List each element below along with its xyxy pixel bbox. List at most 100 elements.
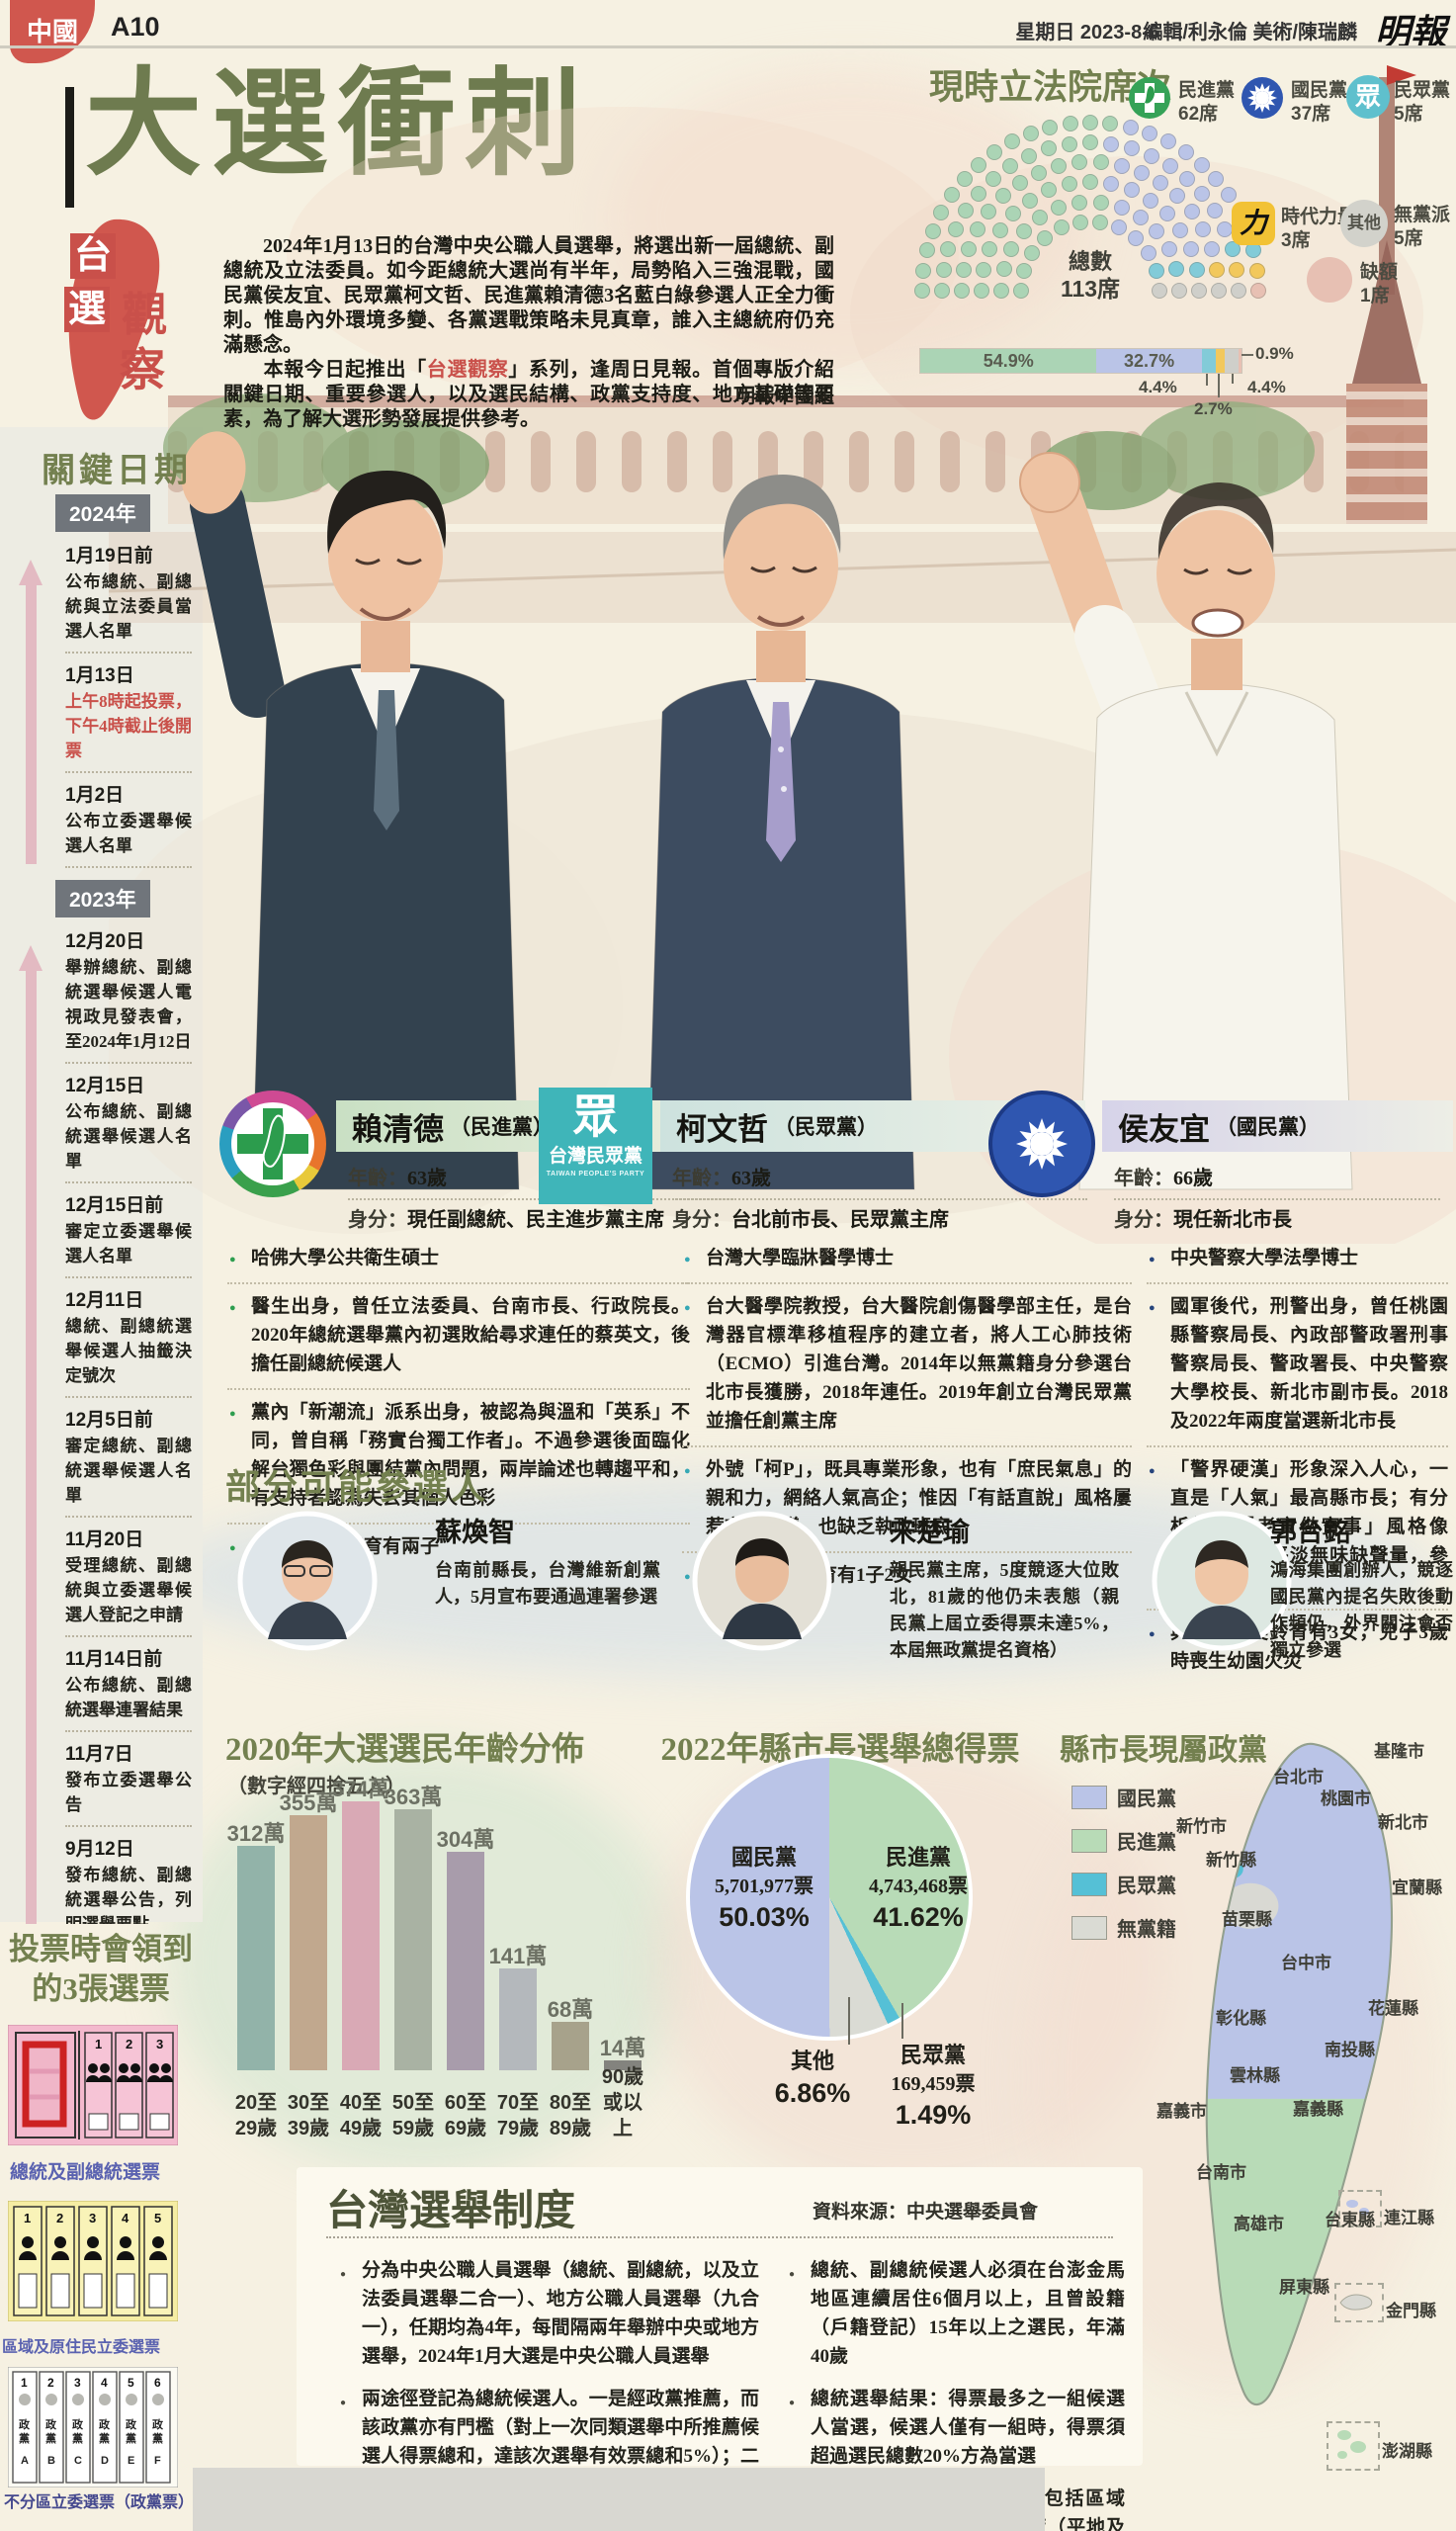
lead-paragraphs: 2024年1月13日的台灣中央公職人員選舉，將選出新一屆總統、副總統及立法委員。… [223, 234, 834, 432]
legend-text: 民進黨 [1117, 1832, 1176, 1854]
legend-text: 國民黨 [1117, 1789, 1176, 1810]
map-label: 新北市 [1378, 1813, 1428, 1832]
bullet-item: 國軍後代，刑警出身，曾任桃園縣警察局長、內政部警政署刑事警察局長、警政署長、中央… [1147, 1284, 1448, 1447]
share-callout-tpp: 4.4% [1139, 378, 1177, 396]
timeline-item: 12月20日 舉辦總統、副總統選舉候選人電視政見發表會，至2024年1月12日 [65, 929, 192, 1064]
timeline-item: 12月15日前 審定立委選舉候選人名單 [65, 1193, 192, 1278]
seat-dot [1111, 219, 1128, 236]
timeline-arrow [26, 959, 37, 1924]
page-number: A10 [111, 12, 160, 42]
kmt-sun [1016, 1118, 1068, 1170]
timeline-item: 1月2日 公布立委選舉候選人名單 [65, 783, 192, 868]
possible-person-3 [1152, 1511, 1292, 1656]
seat-dot [1191, 283, 1207, 299]
possible-text-2: 宋楚瑜 親民黨主席，5度競逐大位敗北，81歲的他仍未表態（親民黨上屆立委得票未達… [890, 1511, 1119, 1664]
seat-dot [1061, 176, 1077, 193]
timeline-date: 11月14日前 [65, 1649, 163, 1670]
map-label: 台南市 [1196, 2163, 1246, 2182]
bullet-item: 台大醫學院教授，台大醫院創傷醫學部主任，是台灣器官標準移植程序的建立者，將人工心… [682, 1284, 1132, 1447]
ballots-title-line2: 的3張選票 [32, 1971, 170, 2006]
parliament-total: 總數 113席 [1036, 249, 1145, 303]
seat-dot [1003, 241, 1020, 258]
seat-dot [1011, 175, 1028, 192]
seat-dot [1140, 245, 1156, 262]
seat-dot [985, 170, 1001, 187]
map-label: 澎湖縣 [1382, 2442, 1432, 2461]
seat-dot [1051, 157, 1068, 174]
slice-votes: 5,701,977票 [715, 1876, 814, 1897]
legend-name: 國民黨 [1291, 80, 1348, 101]
seat-dot [944, 187, 961, 204]
timeline-group: 12月20日 舉辦總統、副總統選舉候選人電視政見發表會，至2024年1月12日 12… [19, 929, 192, 1924]
svg-text:3: 3 [74, 2376, 81, 2390]
share-callout-other: 4.4% [1247, 378, 1286, 396]
ko-party: （民眾黨） [774, 1115, 878, 1139]
bar-category-label: 70至 79歲 [496, 2092, 540, 2139]
system-rule [326, 2236, 1113, 2238]
bar [552, 2022, 589, 2070]
bar [237, 1846, 275, 2070]
bar-slot: 141萬 70至 79歲 [489, 1778, 548, 2141]
seat-dot [1195, 221, 1212, 238]
callout-line [1206, 374, 1208, 386]
ko-info: 年齡：63歲 身分： 台北前市長、民眾黨主席 [672, 1165, 1087, 1234]
timeline-group: 1月19日前 公布總統、副總統與立法委員當選人名單 1月13日 上午8時起投票，下午4… [19, 544, 192, 868]
lai-party: （民進黨） [450, 1115, 554, 1139]
ballots-title: 投票時會領到 的3張選票 [4, 1930, 198, 2009]
legend-swatch [1071, 1915, 1107, 1940]
tpp-en: TAIWAN PEOPLE'S PARTY [546, 1171, 645, 1178]
seat-dot [1122, 119, 1139, 135]
jinmen-box [1334, 2283, 1384, 2322]
map-label: 台中市 [1281, 1954, 1331, 1972]
ballot-president-label: 總統及副總統選票 [10, 2162, 161, 2183]
map-labels: 基隆市 台北市 新竹市 桃園市 新北市 新竹縣 宜蘭縣 苗栗縣 台中市 彰化縣 花蓮縣 南投縣 雲林縣嘉… [1048, 1725, 1456, 2531]
legend-name: 缺額 [1360, 262, 1399, 283]
timeline-date: 12月11日 [65, 1290, 144, 1311]
seat-dot [934, 283, 950, 299]
timeline-arrow [26, 573, 37, 864]
map-legend-ind: 無黨籍 [1071, 1913, 1176, 1942]
bar-slot: 374萬 40至 49歲 [332, 1777, 390, 2141]
lead-series-name: 台選觀察 [426, 359, 509, 381]
bar-value-label: 14萬 [599, 2036, 646, 2060]
lianjiang-box [1338, 2190, 1382, 2227]
bar-value-label: 363萬 [384, 1785, 443, 1809]
seat-dot [1153, 175, 1169, 192]
kmt-logo [988, 1091, 1095, 1197]
timeline-item: 1月19日前 公布總統、副總統與立法委員當選人名單 [65, 544, 192, 654]
map-label: 宜蘭縣 [1392, 1878, 1442, 1897]
seat-dot [1152, 283, 1167, 299]
map-label: 高雄市 [1234, 2215, 1284, 2233]
seat-dot [1208, 171, 1225, 188]
bar-slot: 363萬 50至 59歲 [385, 1778, 443, 2141]
possible-desc: 鴻海集團創辦人，競逐國民黨內提名失敗後動作頻仍，外界關注會否獨立參選 [1270, 1560, 1453, 1660]
share-callout-npp: 2.7% [1194, 399, 1233, 418]
legend-other: 其他 [1340, 200, 1388, 247]
seat-dot [1113, 157, 1130, 174]
possible-name: 宋楚瑜 [890, 1518, 970, 1547]
pie-label-kmt: 國民黨 5,701,977票 50.03% [694, 1843, 834, 1934]
svg-text:C: C [74, 2455, 82, 2467]
slice-name: 民進黨 [885, 1845, 951, 1870]
map-label: 苗栗縣 [1222, 1910, 1272, 1929]
age-label: 年齡： [672, 1168, 731, 1189]
share-segment [1201, 349, 1216, 373]
seat-dot [1168, 261, 1185, 278]
map-label: 雲林縣 [1230, 2066, 1280, 2085]
seat-dot [1103, 176, 1120, 193]
possible-text-1: 蘇煥智 台南前縣長，台灣維新創黨人，5月宣布要通過連署參選 [435, 1511, 660, 1611]
figure-hou [1019, 452, 1353, 1190]
seat-dot [1124, 182, 1141, 199]
lai-name: 賴清德 [352, 1111, 444, 1147]
legend-kmt [1240, 75, 1285, 126]
svg-text:E: E [128, 2455, 134, 2467]
seat-dot [1169, 188, 1186, 205]
seat-dot [1030, 164, 1047, 181]
hou-info: 年齡：66歲 身分： 現任新北市長 [1114, 1165, 1440, 1234]
possible-text-3: 郭台銘 鴻海集團創辦人，競逐國民黨內提名失敗後動作頻仍，外界關注會否獨立參選 [1270, 1511, 1453, 1664]
svg-text:A: A [21, 2455, 29, 2467]
map-area: 縣市長現屬政黨 國民黨 民進黨 民眾黨 無黨籍 基隆市 台北市 新竹市 桃園市 新北市新… [1048, 1725, 1456, 2531]
ballot-district-label: 區域及原住民立委選票 [2, 2339, 161, 2356]
ko-bullets: 台灣大學臨牀醫學博士台大醫學院教授，台大醫院創傷醫學部主任，是台灣器官標準移植程… [682, 1236, 1132, 1600]
penghu-islands [1337, 2430, 1366, 2459]
